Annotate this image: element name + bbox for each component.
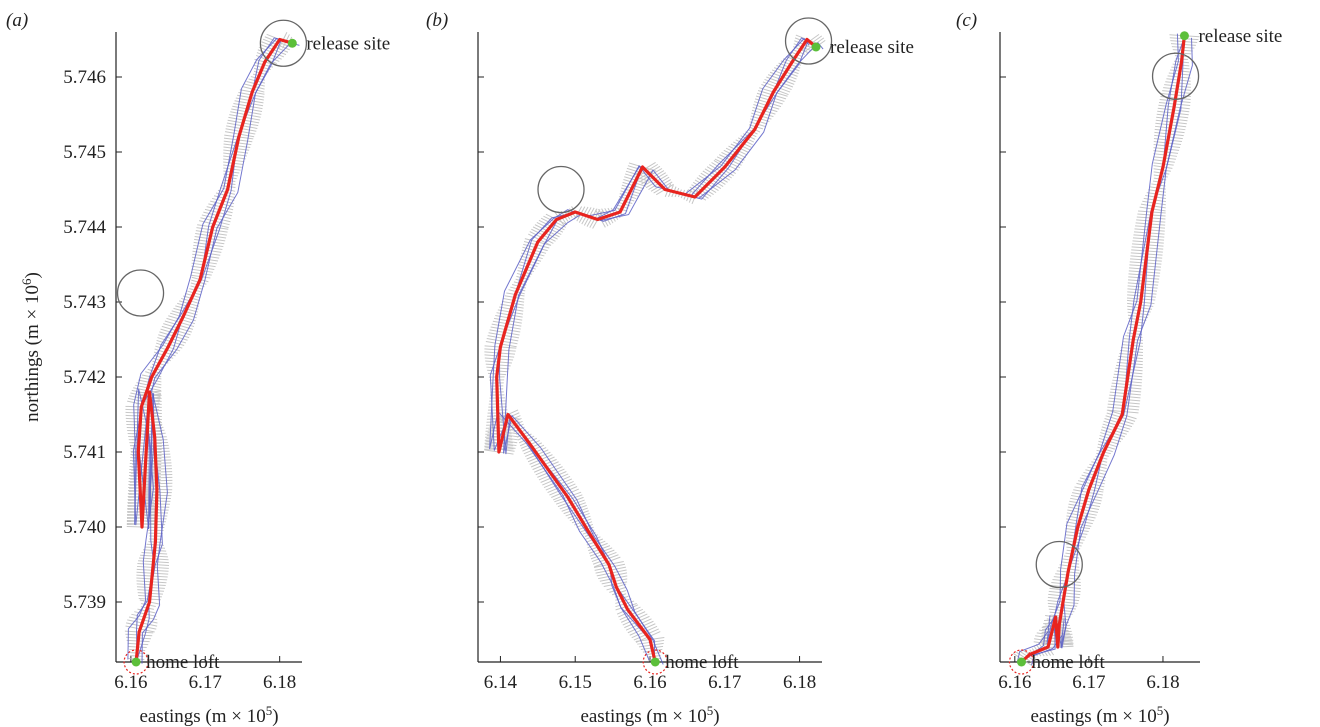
y-tick-label: 5.746 (63, 67, 106, 88)
flight-track (489, 37, 817, 663)
x-axis-label: eastings (m × 105) (580, 703, 719, 727)
x-tick-label: 6.16 (998, 672, 1031, 693)
flight-track (503, 42, 824, 665)
y-tick-label: 5.744 (63, 217, 106, 238)
flight-track (1017, 33, 1179, 661)
home-loft-label: home loft (146, 652, 220, 673)
release-site-marker (1179, 31, 1189, 41)
y-tick-label: 5.745 (63, 142, 106, 163)
panel-a: (a) 6.16 6.17 6.18 5.739 5.740 5.741 5.742 5.743… (6, 10, 390, 727)
release-site-marker (811, 42, 821, 52)
x-tick-label: 6.15 (559, 672, 592, 693)
y-tick-label: 5.742 (63, 367, 106, 388)
waypoint-circle (259, 19, 308, 67)
home-loft-ring (123, 649, 149, 675)
home-loft-ring (1008, 649, 1035, 675)
track-spread (124, 32, 295, 660)
panel-c: (c) 6.16 6.17 6.18 eastings (m × 105) release… (956, 10, 1282, 727)
x-tick-label: 6.16 (633, 672, 666, 693)
waypoint-circle (784, 17, 833, 65)
panel-letter: (b) (426, 10, 448, 31)
panel-letter: (c) (956, 10, 977, 31)
x-tick-label: 6.17 (708, 672, 741, 693)
panel-letter: (a) (6, 10, 28, 31)
y-tick-label: 5.740 (63, 517, 106, 538)
flight-track (498, 39, 816, 662)
release-site-label: release site (1198, 26, 1282, 47)
home-loft-marker (131, 657, 141, 667)
home-loft-marker (650, 657, 660, 667)
x-axis-label: eastings (m × 105) (1030, 703, 1169, 727)
track-spread (484, 33, 826, 661)
flight-track (127, 38, 286, 660)
y-tick-label: 5.741 (63, 442, 106, 463)
x-tick-label: 6.16 (114, 672, 147, 693)
home-loft-ring (642, 649, 668, 675)
release-site-label: release site (306, 33, 390, 54)
release-site-label: release site (830, 37, 914, 58)
y-axis-label: northings (m × 106) (19, 272, 43, 422)
waypoint-circle (537, 165, 585, 214)
flight-track (1031, 37, 1193, 666)
x-tick-label: 6.18 (263, 672, 296, 693)
waypoint-circle (1151, 52, 1200, 100)
x-axis-label: eastings (m × 105) (139, 703, 278, 727)
x-tick-label: 6.17 (189, 672, 222, 693)
mean-route (495, 37, 818, 663)
flight-track (489, 37, 810, 661)
waypoint-circle (1035, 540, 1083, 589)
waypoint-circle (116, 269, 165, 317)
home-loft-label: home loft (665, 652, 739, 673)
mean-route (134, 37, 293, 663)
x-tick-label: 6.18 (783, 672, 816, 693)
home-loft-label: home loft (1031, 652, 1105, 673)
x-tick-label: 6.18 (1146, 672, 1179, 693)
x-tick-label: 6.14 (484, 672, 518, 693)
release-site-marker (287, 38, 297, 48)
panel-b: (b) 6.14 6.15 6.16 6.17 6.18 eastings (m × 105… (426, 10, 914, 727)
home-loft-marker (1016, 657, 1026, 667)
mean-route (1020, 35, 1186, 664)
y-tick-label: 5.743 (63, 292, 106, 313)
x-tick-label: 6.17 (1072, 672, 1105, 693)
y-tick-label: 5.739 (63, 592, 106, 613)
